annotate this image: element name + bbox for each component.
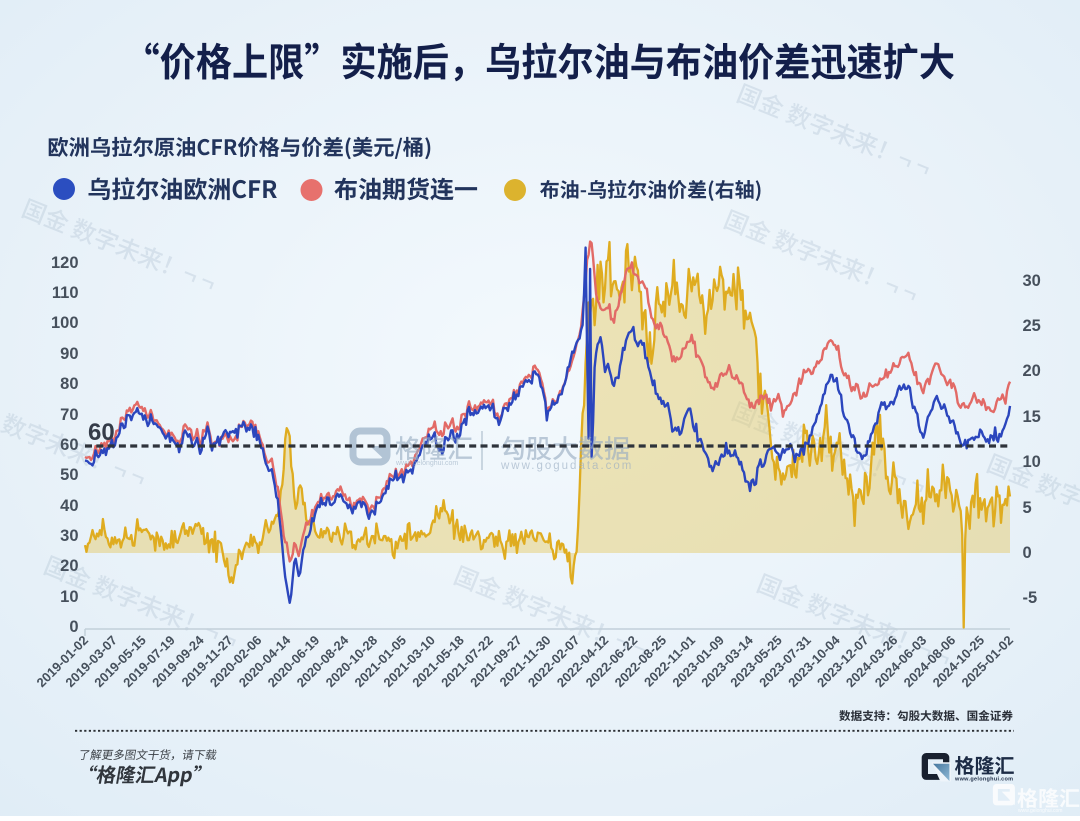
svg-text:60: 60 [88,419,115,446]
svg-text:10: 10 [60,588,78,606]
svg-text:10: 10 [1023,453,1041,471]
svg-text:60: 60 [60,436,78,454]
svg-text:0: 0 [69,618,78,636]
svg-text:20: 20 [60,557,78,575]
svg-text:120: 120 [51,254,79,272]
svg-text:30: 30 [1023,272,1041,290]
svg-text:0: 0 [1023,544,1032,562]
svg-text:50: 50 [60,466,78,484]
svg-text:100: 100 [51,314,79,332]
svg-text:www.gogudata.com: www.gogudata.com [500,460,633,472]
svg-text:110: 110 [52,284,79,302]
svg-text:www.gelonghui.com: www.gelonghui.com [395,460,458,467]
svg-text:30: 30 [60,527,78,545]
svg-text:www.gelonghui.com: www.gelonghui.com [954,777,1013,783]
svg-text:20: 20 [1023,362,1041,380]
svg-text:90: 90 [60,345,78,363]
svg-text:25: 25 [1023,317,1041,335]
svg-text:www.gelonghui.com: www.gelonghui.com [1018,808,1062,814]
svg-text:5: 5 [1023,499,1032,517]
svg-text:70: 70 [60,406,78,424]
svg-text:80: 80 [60,375,78,393]
svg-text:40: 40 [60,497,78,515]
svg-text:-5: -5 [1023,589,1038,607]
svg-text:15: 15 [1023,408,1041,426]
